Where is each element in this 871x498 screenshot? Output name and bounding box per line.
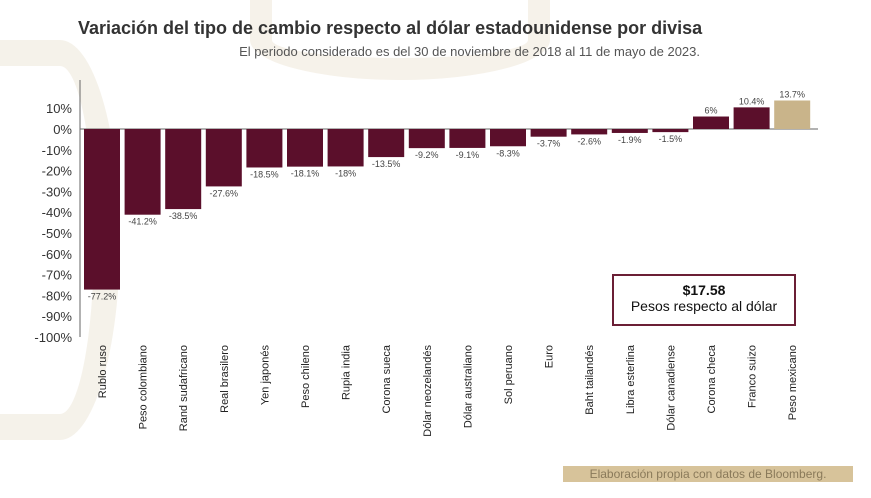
data-label: 10.4% (739, 96, 765, 106)
y-tick-label: -50% (42, 226, 73, 241)
data-label: -1.5% (659, 134, 683, 144)
x-tick-label: Dólar neozelandés (422, 345, 434, 437)
y-tick-label: -80% (42, 288, 73, 303)
data-label: -8.3% (496, 148, 520, 158)
x-tick-label: Baht tailandés (584, 345, 596, 415)
data-label: -3.7% (537, 139, 561, 149)
x-tick-label: Dólar australiano (462, 345, 474, 428)
y-tick-label: -20% (42, 164, 73, 179)
x-tick-label: Peso chileno (300, 345, 312, 408)
x-tick-label: Sol peruano (503, 345, 515, 404)
y-tick-label: -60% (42, 247, 73, 262)
x-tick-label: Libra esterlina (625, 344, 637, 414)
x-tick-label: Corona checa (706, 344, 718, 413)
data-label: -38.5% (169, 211, 198, 221)
y-tick-label: -10% (42, 143, 73, 158)
y-tick-label: -40% (42, 205, 73, 220)
callout-label: Pesos respecto al dólar (630, 298, 778, 314)
y-tick-label: -30% (42, 184, 73, 199)
bar (327, 129, 364, 167)
callout-box: $17.58 Pesos respecto al dólar (612, 274, 796, 326)
data-label: -77.2% (88, 292, 117, 302)
bar (287, 129, 323, 167)
x-tick-label: Rand sudafricano (178, 345, 190, 431)
data-label: -1.9% (618, 135, 642, 145)
bar (165, 129, 202, 210)
y-tick-label: 0% (53, 122, 72, 137)
bar (124, 129, 161, 215)
data-label: -27.6% (210, 188, 239, 198)
callout-value: $17.58 (682, 282, 726, 298)
bar (84, 129, 120, 290)
x-tick-label: Peso colombiano (138, 345, 150, 429)
x-tick-label: Dólar canadiense (665, 345, 677, 431)
data-label: -18% (335, 168, 356, 178)
x-tick-label: Yen japonés (259, 345, 271, 406)
chart-subtitle: El periodo considerado es del 30 de novi… (239, 44, 700, 59)
x-tick-label: Rupia india (341, 344, 353, 400)
bar (571, 129, 608, 135)
y-tick-label: 10% (46, 101, 72, 116)
bar (205, 129, 242, 187)
data-label: -9.2% (415, 150, 439, 160)
x-tick-label: Corona sueca (381, 344, 393, 413)
data-label: 13.7% (779, 90, 805, 100)
data-label: -18.1% (291, 169, 320, 179)
bar (693, 116, 729, 129)
data-label: -2.6% (577, 136, 601, 146)
data-label: -18.5% (250, 169, 279, 179)
bar (449, 129, 486, 148)
x-tick-label: Franco suizo (747, 345, 759, 408)
x-tick-label: Euro (544, 345, 556, 368)
data-label: -9.1% (456, 150, 480, 160)
data-label: -13.5% (372, 159, 401, 169)
bar-chart: 10% 0% -10% -20% -30% -40% -50% -60% -70% -80% -90… (34, 80, 818, 437)
bar (246, 129, 283, 168)
bar (733, 107, 770, 129)
x-tick-label: Real brasilero (219, 345, 231, 413)
bar (408, 129, 445, 149)
data-label: -41.2% (128, 217, 157, 227)
chart-title: Variación del tipo de cambio respecto al… (78, 18, 703, 38)
y-tick-label: -70% (42, 268, 73, 283)
x-tick-label: Rublo ruso (97, 345, 109, 398)
bar (530, 129, 567, 137)
bar (652, 129, 689, 133)
y-tick-label: -100% (34, 330, 72, 345)
x-tick-label: Peso mexicano (787, 345, 799, 420)
y-tick-label: -90% (42, 309, 73, 324)
bar (611, 129, 648, 133)
data-label: 6% (704, 106, 717, 116)
source-note: Elaboración propia con datos de Bloomber… (563, 466, 853, 482)
bar (490, 129, 526, 147)
bar (368, 129, 405, 158)
bar (774, 100, 811, 129)
